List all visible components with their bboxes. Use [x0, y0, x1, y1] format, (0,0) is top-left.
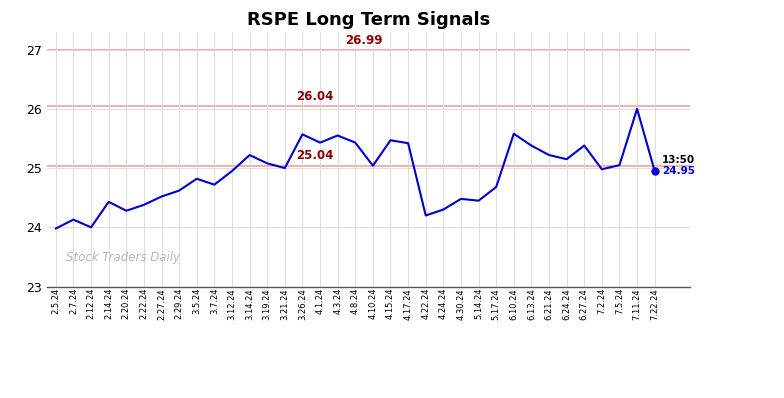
- Point: [648, 168, 661, 174]
- Text: 13:50: 13:50: [662, 155, 695, 165]
- Text: Stock Traders Daily: Stock Traders Daily: [67, 251, 180, 264]
- Text: 26.04: 26.04: [296, 90, 333, 103]
- Text: 26.99: 26.99: [345, 34, 383, 47]
- Text: 24.95: 24.95: [662, 166, 695, 176]
- Text: 25.04: 25.04: [296, 149, 333, 162]
- Title: RSPE Long Term Signals: RSPE Long Term Signals: [247, 11, 490, 29]
